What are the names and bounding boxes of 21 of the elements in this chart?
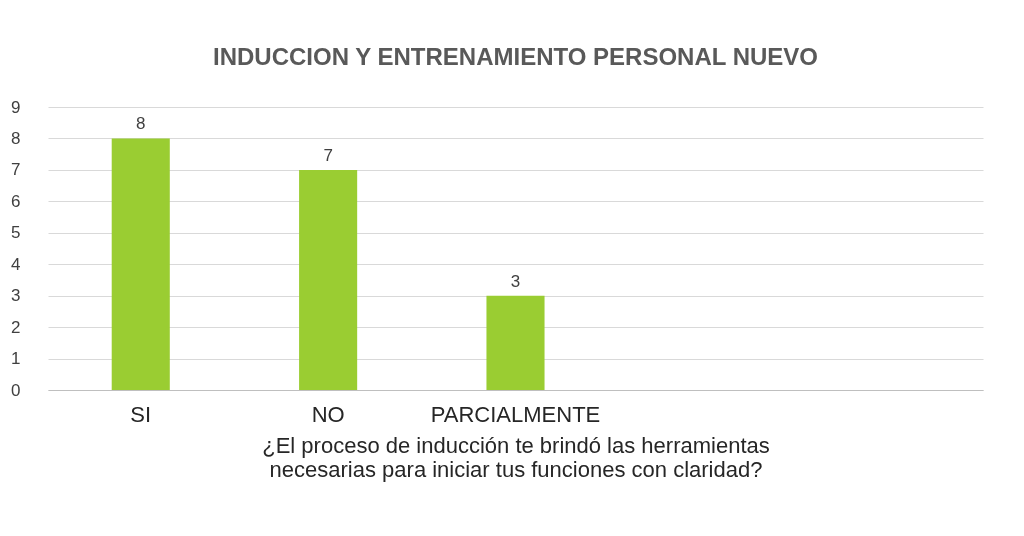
bar bbox=[486, 295, 545, 390]
y-tick-label: 9 bbox=[11, 97, 21, 117]
y-tick-label: 3 bbox=[11, 286, 21, 306]
y-tick-label: 7 bbox=[11, 160, 21, 180]
y-tick-label: 8 bbox=[11, 128, 21, 148]
y-tick-label: 0 bbox=[11, 380, 21, 400]
y-tick-label: 5 bbox=[11, 223, 21, 243]
bar bbox=[111, 138, 170, 390]
bar bbox=[299, 169, 358, 390]
x-tick-label: PARCIALMENTE bbox=[430, 401, 601, 427]
data-label: 8 bbox=[136, 114, 146, 134]
x-tick-label: NO bbox=[311, 401, 345, 427]
y-tick-label: 2 bbox=[11, 317, 21, 337]
y-tick-label: 6 bbox=[11, 191, 21, 211]
y-tick-label: 1 bbox=[11, 349, 21, 369]
x-tick-label: SI bbox=[130, 401, 152, 427]
data-label: 3 bbox=[510, 271, 521, 291]
chart-title: INDUCCION Y ENTRENAMIENTO PERSONAL NUEVO bbox=[213, 43, 818, 70]
y-tick-label: 4 bbox=[11, 254, 21, 274]
data-label: 7 bbox=[323, 145, 333, 165]
x-axis-title: ¿El proceso de inducción te brindó las herramientas necesarias para iniciar tus funciones con claridad? bbox=[262, 432, 770, 482]
